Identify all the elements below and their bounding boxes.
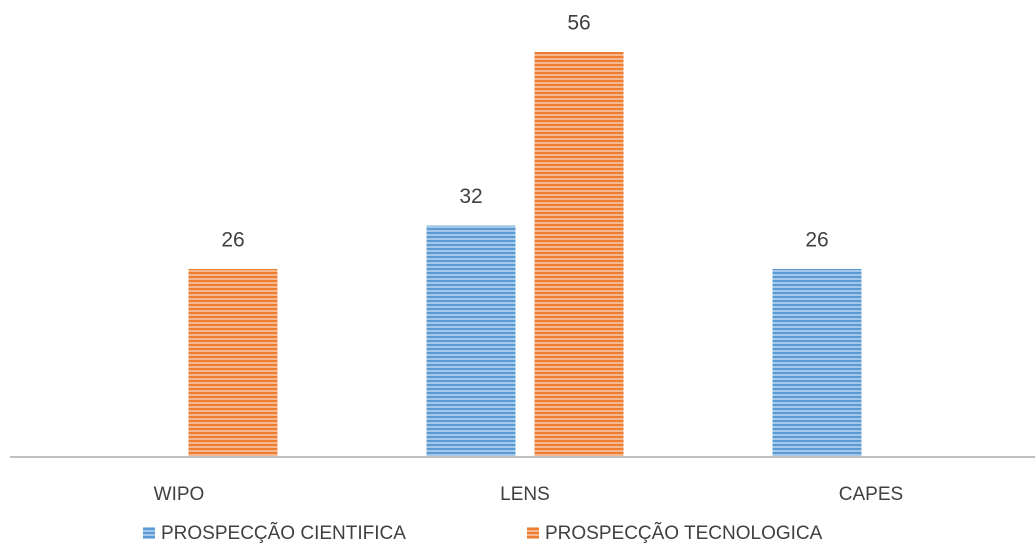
bar bbox=[188, 268, 278, 457]
legend-swatch bbox=[143, 527, 155, 539]
legend-label: PROSPECÇÃO TECNOLOGICA bbox=[545, 522, 823, 544]
x-tick-label: CAPES bbox=[839, 484, 903, 505]
data-label: 26 bbox=[221, 229, 244, 252]
data-label: 56 bbox=[567, 12, 590, 35]
bar bbox=[534, 52, 624, 457]
legend-label: PROSPECÇÃO CIENTIFICA bbox=[161, 522, 406, 544]
x-tick-label: WIPO bbox=[154, 484, 205, 505]
data-label: 32 bbox=[459, 185, 482, 208]
x-tick-label: LENS bbox=[500, 484, 550, 505]
bar bbox=[426, 225, 516, 457]
bar bbox=[772, 268, 862, 457]
legend-swatch bbox=[527, 527, 539, 539]
data-label: 26 bbox=[805, 229, 828, 252]
